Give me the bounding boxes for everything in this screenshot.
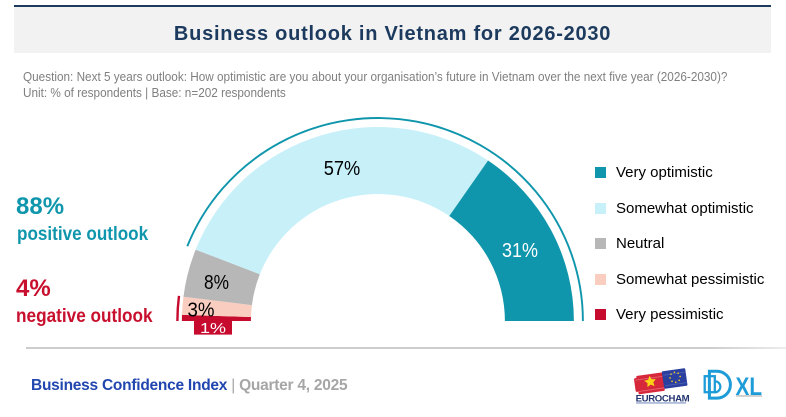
svg-text:XL: XL xyxy=(736,374,763,401)
svg-text:3%: 3% xyxy=(188,299,215,322)
svg-text:57%: 57% xyxy=(324,157,361,180)
svg-text:31%: 31% xyxy=(502,240,538,262)
svg-text:1%: 1% xyxy=(200,321,226,337)
svg-text:EUROCHAM: EUROCHAM xyxy=(636,394,690,405)
svg-text:8%: 8% xyxy=(204,271,229,294)
